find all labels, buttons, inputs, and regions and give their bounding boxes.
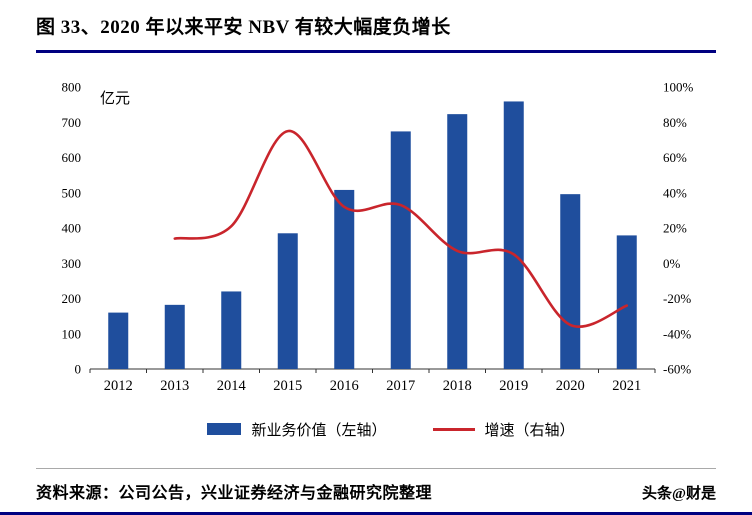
- bar-swatch-icon: [207, 423, 242, 435]
- right-axis-tick: 20%: [663, 221, 687, 236]
- left-axis-tick: 200: [62, 291, 82, 306]
- bottom-border: [0, 512, 752, 515]
- left-axis-tick: 500: [62, 185, 82, 200]
- right-axis-tick: -20%: [663, 291, 691, 306]
- x-axis-tick: 2018: [443, 378, 472, 394]
- bar-series: [108, 101, 637, 369]
- bar-2021: [616, 235, 637, 369]
- legend-item-bar: 新业务价值（左轴）: [207, 419, 387, 440]
- x-axis-tick: 2016: [330, 378, 359, 394]
- x-axis-tick: 2014: [217, 378, 247, 394]
- legend-label-line: 增速（右轴）: [484, 422, 575, 439]
- left-axis-tick: 600: [62, 150, 82, 165]
- right-axis-tick: -60%: [663, 362, 691, 377]
- chart-legend: 新业务价值（左轴） 增速（右轴）: [30, 418, 752, 440]
- figure-header: 图 33、2020 年以来平安 NBV 有较大幅度负增长: [0, 0, 752, 42]
- figure-footer: 资料来源：公司公告，兴业证券经济与金融研究院整理 头条@财是: [0, 469, 752, 503]
- legend-item-line: 增速（右轴）: [432, 419, 575, 440]
- left-axis-tick: 0: [75, 362, 82, 377]
- right-axis-tick: 60%: [663, 150, 687, 165]
- left-axis-tick: 100: [62, 326, 82, 341]
- line-swatch-icon: [432, 427, 475, 431]
- right-axis-tick: 0%: [663, 256, 681, 271]
- bar-2014: [221, 291, 242, 369]
- bar-2013: [164, 304, 185, 369]
- title-underline: [36, 50, 716, 53]
- bar-2016: [334, 189, 355, 369]
- watermark-text: 头条@财是: [642, 486, 716, 502]
- right-axis-tick: 100%: [663, 80, 694, 95]
- x-axis-tick: 2021: [612, 378, 641, 394]
- chart-area: 亿元 0 100 200 300 400 500 600 700 800 -60% -40% -20%…: [30, 69, 752, 440]
- bar-2018: [447, 114, 468, 369]
- bar-2012: [108, 312, 129, 369]
- bar-2020: [560, 194, 581, 369]
- left-axis-tick: 300: [62, 256, 82, 271]
- growth-line: [173, 129, 629, 328]
- bar-2015: [277, 233, 298, 369]
- left-axis-tick: 800: [62, 80, 82, 95]
- x-axis-tick: 2013: [160, 378, 189, 394]
- footer-divider: [36, 468, 716, 469]
- figure-title: 图 33、2020 年以来平安 NBV 有较大幅度负增长: [36, 17, 451, 38]
- left-axis-tick: 700: [62, 115, 82, 130]
- nbv-bar-line-chart: 亿元 0 100 200 300 400 500 600 700 800 -60% -40% -20%…: [62, 80, 694, 395]
- x-axis-tick: 2020: [556, 378, 585, 394]
- source-text: 资料来源：公司公告，兴业证券经济与金融研究院整理: [36, 485, 433, 502]
- legend-label-bar: 新业务价值（左轴）: [251, 422, 387, 439]
- right-axis-tick: 80%: [663, 115, 687, 130]
- x-axis-tick: 2015: [273, 378, 302, 394]
- right-axis-tick: -40%: [663, 326, 691, 341]
- unit-label: 亿元: [100, 90, 130, 107]
- left-axis-tick: 400: [62, 221, 82, 236]
- bar-2017: [390, 131, 411, 369]
- right-axis-tick: 40%: [663, 185, 687, 200]
- x-axis-tick: 2019: [499, 378, 528, 394]
- bar-2019: [503, 101, 524, 369]
- x-axis-tick: 2012: [104, 378, 133, 394]
- x-axis-tick: 2017: [386, 378, 415, 394]
